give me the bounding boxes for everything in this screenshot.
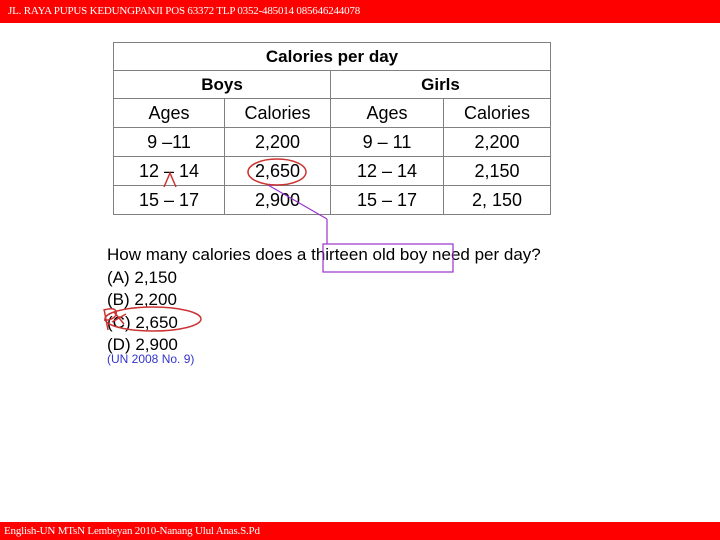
column-header: Ages: [330, 98, 444, 128]
table-cell: 2, 150: [443, 185, 551, 215]
option-d: (D) 2,900: [107, 335, 178, 354]
table-row: 12 – 14 2,650 12 – 14 2,150: [113, 156, 551, 186]
header-bar: JL. RAYA PUPUS KEDUNGPANJI POS 63372 TLP…: [0, 0, 720, 23]
table-title: Calories per day: [113, 42, 551, 71]
question-text: How many calories does a thirteen old bo…: [107, 245, 541, 264]
table-cell: 9 –11: [113, 127, 225, 157]
table-cell: 2,150: [443, 156, 551, 186]
table-cell: 2,900: [224, 185, 331, 215]
table-cell: 2,200: [224, 127, 331, 157]
group-girls: Girls: [330, 70, 551, 99]
table-cell: 12 – 14: [330, 156, 444, 186]
table-cell: 2,650: [224, 156, 331, 186]
group-boys: Boys: [113, 70, 331, 99]
table-cell: 15 – 17: [113, 185, 225, 215]
table-header-row: Ages Calories Ages Calories: [113, 98, 551, 128]
question-block: How many calories does a thirteen old bo…: [107, 244, 541, 357]
table-cell: 2,200: [443, 127, 551, 157]
table-cell: 12 – 14: [113, 156, 225, 186]
table-cell: 9 – 11: [330, 127, 444, 157]
column-header: Calories: [224, 98, 331, 128]
column-header: Ages: [113, 98, 225, 128]
option-a: (A) 2,150: [107, 267, 177, 287]
source-note: (UN 2008 No. 9): [107, 352, 195, 366]
option-b: (B) 2,200: [107, 290, 177, 309]
calories-table: Calories per day Boys Girls Ages Calorie…: [113, 42, 551, 215]
option-c: (C) 2,650: [107, 312, 178, 332]
footer-text: English-UN MTsN Lembeyan 2010-Nanang Ulu…: [4, 525, 260, 537]
column-header: Calories: [443, 98, 551, 128]
table-row: 9 –11 2,200 9 – 11 2,200: [113, 127, 551, 157]
table-cell: 15 – 17: [330, 185, 444, 215]
table-row: 15 – 17 2,900 15 – 17 2, 150: [113, 185, 551, 215]
footer-bar: English-UN MTsN Lembeyan 2010-Nanang Ulu…: [0, 522, 720, 540]
header-text: JL. RAYA PUPUS KEDUNGPANJI POS 63372 TLP…: [8, 5, 360, 17]
